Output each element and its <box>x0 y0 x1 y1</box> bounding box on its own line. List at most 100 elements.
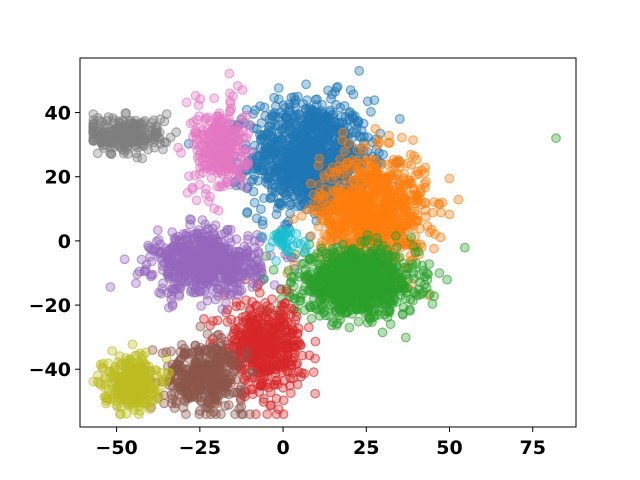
data-point <box>281 121 292 131</box>
data-point <box>286 319 297 330</box>
data-point <box>242 245 253 256</box>
data-point <box>345 279 356 290</box>
data-point <box>239 182 250 193</box>
data-point <box>278 347 288 358</box>
data-point <box>256 204 266 215</box>
data-point <box>201 409 211 420</box>
data-point <box>278 170 289 181</box>
data-point <box>287 356 298 367</box>
data-point <box>244 305 255 316</box>
data-point <box>225 105 235 116</box>
data-point <box>381 203 392 214</box>
data-point <box>153 234 164 245</box>
data-point <box>366 216 376 227</box>
data-point <box>413 215 423 226</box>
data-point <box>166 294 177 305</box>
data-point <box>197 215 208 225</box>
data-point <box>354 65 365 76</box>
data-point <box>333 230 344 240</box>
data-point <box>353 316 364 327</box>
data-point <box>260 297 271 308</box>
data-point <box>437 197 448 208</box>
data-point <box>391 230 401 241</box>
data-point <box>255 162 266 173</box>
data-point <box>325 121 336 132</box>
data-point <box>181 97 192 108</box>
data-point <box>220 388 231 399</box>
data-point <box>330 200 341 210</box>
data-point <box>286 92 297 103</box>
data-point <box>230 374 241 385</box>
data-point <box>402 206 413 217</box>
data-point <box>212 240 223 251</box>
data-point <box>296 210 307 221</box>
data-point <box>209 93 220 103</box>
data-point <box>224 88 235 99</box>
data-points <box>88 65 561 420</box>
data-point <box>345 106 355 117</box>
data-point <box>341 289 351 299</box>
data-point <box>295 182 305 193</box>
data-point <box>314 274 325 285</box>
data-point <box>317 294 328 305</box>
data-point <box>306 313 317 324</box>
data-point <box>444 209 455 220</box>
data-point <box>258 397 269 407</box>
data-point <box>398 309 408 320</box>
data-point <box>329 299 340 310</box>
data-point <box>327 247 338 257</box>
data-point <box>105 282 116 292</box>
data-point <box>331 99 342 110</box>
data-point <box>234 358 245 368</box>
data-point <box>247 366 258 377</box>
data-point <box>174 253 185 264</box>
data-point <box>394 113 405 124</box>
data-point <box>269 92 280 103</box>
data-point <box>370 123 381 134</box>
data-point <box>179 271 190 281</box>
data-point <box>210 220 221 231</box>
data-point <box>376 183 387 194</box>
data-point <box>408 135 418 146</box>
data-point <box>231 301 242 312</box>
data-point <box>208 276 219 286</box>
data-point <box>369 95 380 106</box>
data-point <box>280 190 291 201</box>
data-point <box>281 286 292 297</box>
data-point <box>267 186 278 197</box>
data-point <box>344 322 355 333</box>
data-point <box>349 174 360 185</box>
data-point <box>385 319 396 330</box>
data-point <box>249 197 260 208</box>
data-point <box>308 287 319 298</box>
data-point <box>210 394 221 405</box>
data-point <box>402 158 413 169</box>
data-point <box>290 127 301 138</box>
data-point <box>255 258 266 269</box>
data-point <box>335 211 346 222</box>
data-point <box>223 146 234 157</box>
data-point <box>211 287 222 298</box>
data-point <box>416 165 427 176</box>
data-point <box>293 145 304 156</box>
data-point <box>237 84 248 95</box>
data-point <box>278 395 289 406</box>
data-point <box>258 341 269 351</box>
data-point <box>348 89 359 100</box>
data-point <box>167 394 178 404</box>
data-point <box>212 130 223 141</box>
data-point <box>297 350 308 361</box>
data-point <box>310 94 321 105</box>
data-point <box>255 361 266 372</box>
data-point <box>152 225 163 236</box>
data-point <box>351 287 362 298</box>
data-point <box>189 389 200 400</box>
data-point <box>278 382 288 393</box>
data-point <box>190 356 201 367</box>
data-point <box>308 367 319 378</box>
data-point <box>316 243 327 253</box>
data-point <box>413 246 424 257</box>
data-point <box>342 158 353 169</box>
data-point <box>353 217 364 228</box>
